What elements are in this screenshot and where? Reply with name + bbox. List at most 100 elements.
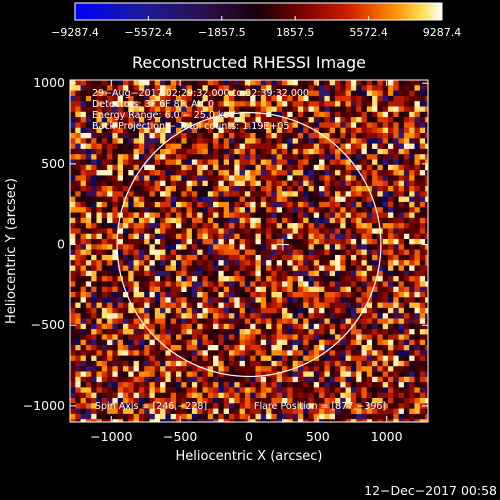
heatmap-cell — [244, 355, 251, 362]
heatmap-cell — [202, 408, 209, 415]
heatmap-cell — [112, 90, 118, 97]
heatmap-cell — [282, 101, 288, 107]
heatmap-cell — [207, 180, 214, 187]
heatmap-cell — [117, 360, 124, 367]
heatmap-cell — [361, 117, 368, 123]
heatmap-cell — [260, 138, 267, 144]
heatmap-cell — [356, 313, 362, 319]
heatmap-cell — [239, 95, 246, 102]
heatmap-cell — [96, 408, 103, 415]
heatmap-cell — [101, 80, 108, 86]
heatmap-cell — [202, 138, 209, 144]
heatmap-cell — [80, 413, 87, 420]
heatmap-cell — [170, 106, 177, 113]
heatmap-cell — [292, 217, 299, 224]
heatmap-cell — [393, 318, 399, 325]
heatmap-cell — [271, 413, 277, 420]
heatmap-cell — [229, 366, 235, 372]
heatmap-cell — [133, 228, 140, 234]
heatmap-cell — [149, 376, 156, 383]
heatmap-cell — [191, 212, 198, 219]
heatmap-cell — [361, 212, 368, 219]
heatmap-cell — [197, 244, 203, 250]
heatmap-cell — [202, 122, 209, 128]
heatmap-cell — [266, 159, 272, 166]
heatmap-cell — [398, 164, 405, 171]
heatmap-cell — [160, 228, 166, 234]
heatmap-cell — [112, 398, 118, 404]
heatmap-cell — [350, 217, 357, 224]
heatmap-cell — [112, 143, 118, 150]
heatmap-cell — [414, 244, 421, 250]
heatmap-cell — [335, 286, 341, 293]
heatmap-cell — [292, 85, 299, 91]
heatmap-cell — [425, 170, 428, 176]
heatmap-cell — [398, 170, 405, 176]
heatmap-cell — [419, 318, 426, 325]
heatmap-cell — [425, 175, 428, 181]
heatmap-cell — [297, 265, 304, 272]
heatmap-cell — [80, 106, 87, 113]
heatmap-cell — [207, 111, 214, 118]
heatmap-cell — [239, 286, 246, 293]
heatmap-cell — [356, 80, 362, 86]
heatmap-cell — [250, 159, 256, 166]
heatmap-cell — [308, 223, 315, 229]
heatmap-cell — [160, 382, 166, 388]
heatmap-cell — [213, 122, 219, 128]
heatmap-cell — [250, 413, 256, 420]
heatmap-cell — [292, 175, 299, 181]
heatmap-cell — [366, 164, 373, 171]
heatmap-cell — [154, 254, 161, 261]
heatmap-cell — [287, 170, 293, 176]
heatmap-cell — [75, 323, 81, 330]
heatmap-cell — [382, 90, 389, 97]
heatmap-cell — [170, 323, 177, 330]
heatmap-cell — [324, 90, 330, 97]
heatmap-cell — [271, 186, 277, 192]
heatmap-cell — [250, 265, 256, 272]
heatmap-cell — [271, 175, 277, 181]
heatmap-cell — [176, 260, 182, 266]
heatmap-cell — [229, 239, 235, 245]
heatmap-cell — [160, 419, 166, 422]
heatmap-cell — [361, 413, 368, 420]
heatmap-cell — [239, 133, 246, 139]
heatmap-cell — [96, 207, 103, 213]
heatmap-cell — [388, 90, 394, 97]
heatmap-cell — [160, 360, 166, 367]
heatmap-cell — [229, 170, 235, 176]
heatmap-cell — [403, 228, 410, 234]
heatmap-cell — [250, 233, 256, 240]
heatmap-cell — [345, 366, 352, 372]
heatmap-cell — [372, 186, 378, 192]
heatmap-cell — [425, 313, 428, 319]
heatmap-cell — [107, 376, 113, 383]
heatmap-cell — [181, 143, 187, 150]
heatmap-cell — [388, 355, 394, 362]
heatmap-cell — [297, 281, 304, 287]
heatmap-cell — [91, 133, 97, 139]
heatmap-cell — [138, 196, 145, 203]
heatmap-cell — [292, 148, 299, 155]
heatmap-cell — [340, 292, 346, 298]
heatmap-cell — [282, 334, 288, 340]
heatmap-cell — [356, 408, 362, 415]
heatmap-cell — [107, 101, 113, 107]
heatmap-cell — [313, 223, 320, 229]
heatmap-cell — [276, 244, 283, 250]
heatmap-cell — [101, 276, 108, 282]
heatmap-cell — [377, 106, 383, 113]
heatmap-cell — [144, 286, 150, 293]
heatmap-cell — [276, 366, 283, 372]
heatmap-cell — [96, 212, 103, 219]
heatmap-cell — [133, 329, 140, 335]
heatmap-cell — [138, 117, 145, 123]
heatmap-cell — [234, 302, 240, 309]
heatmap-cell — [356, 339, 362, 346]
heatmap-cell — [250, 138, 256, 144]
heatmap-cell — [128, 345, 134, 351]
heatmap-cell — [123, 323, 129, 330]
heatmap-cell — [361, 254, 368, 261]
heatmap-cell — [107, 212, 113, 219]
